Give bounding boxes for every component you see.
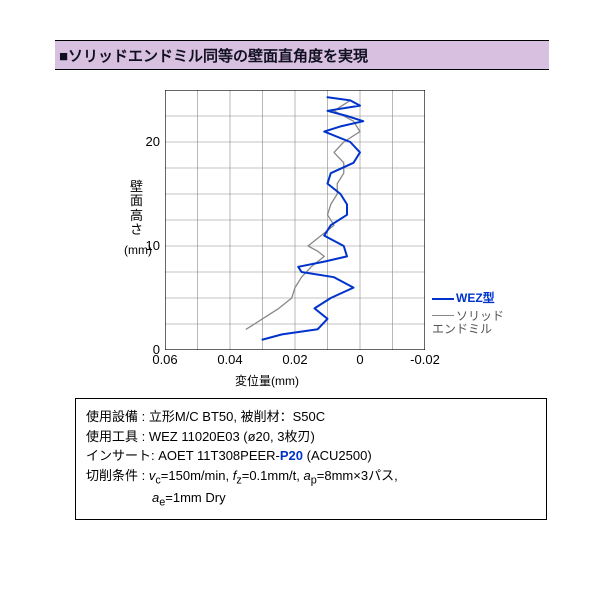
y-tick-20: 20 <box>130 134 160 149</box>
legend-solid: ソリッドエンドミル <box>432 310 504 335</box>
legend-wez: WEZ型 <box>432 292 495 305</box>
info-line-tool: 使用工具 : WEZ 11020E03 (ø20, 3枚刃) <box>86 427 536 447</box>
line-chart <box>165 90 425 350</box>
x-tick-4: -0.02 <box>410 352 440 367</box>
title-text: ■ソリッドエンドミル同等の壁面直角度を実現 <box>59 45 368 66</box>
x-tick-1: 0.04 <box>217 352 242 367</box>
info-line-equipment: 使用設備 : 立形M/C BT50, 被削材：S50C <box>86 407 536 427</box>
conditions-box: 使用設備 : 立形M/C BT50, 被削材：S50C 使用工具 : WEZ 1… <box>75 398 547 520</box>
x-axis-title: 変位量(mm) <box>235 372 299 389</box>
x-tick-0: 0.06 <box>152 352 177 367</box>
y-axis-title: 壁 面 高 さ <box>130 180 143 237</box>
title-bar: ■ソリッドエンドミル同等の壁面直角度を実現 <box>55 40 549 70</box>
info-line-cond2: ae=1mm Dry <box>86 488 536 511</box>
x-tick-2: 0.02 <box>282 352 307 367</box>
y-tick-10: 10 <box>130 238 160 253</box>
info-line-insert: インサート: AOET 11T308PEER-P20 (ACU2500) <box>86 446 536 466</box>
info-line-cond1: 切削条件 : vc=150m/min, fz=0.1mm/t, ap=8mm×3… <box>86 466 536 489</box>
x-tick-3: 0 <box>356 352 363 367</box>
